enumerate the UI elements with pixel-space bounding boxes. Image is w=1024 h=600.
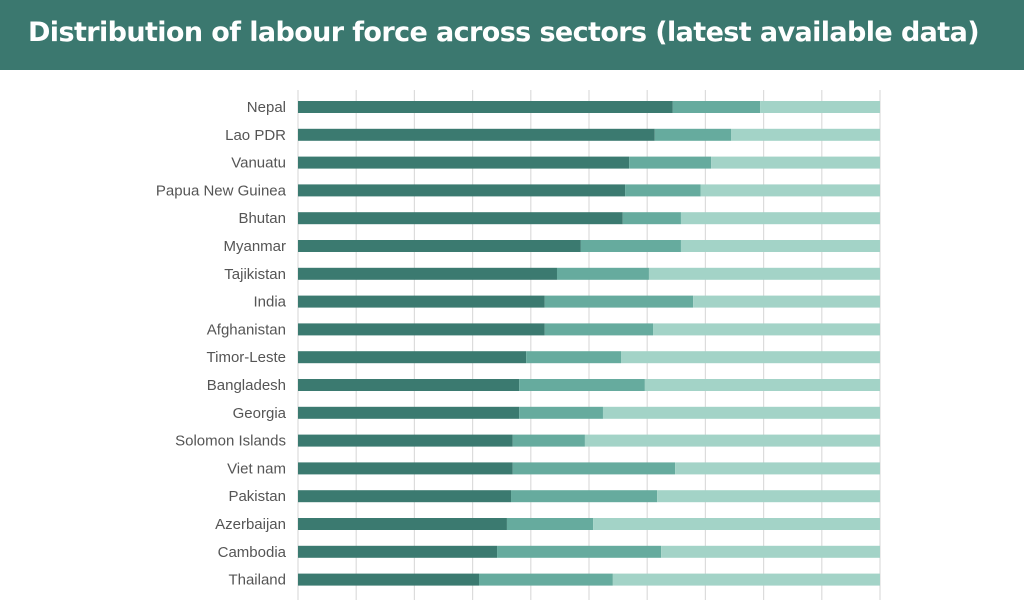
bar-segment-2 [512,462,676,475]
category-label: Myanmar [223,238,286,255]
bar-segment-1 [298,156,630,169]
category-label: Timor-Leste [207,349,286,366]
bar-segment-3 [760,101,880,113]
bar-segment-2 [512,434,585,447]
bar-segment-1 [298,518,507,530]
bar-segment-2 [544,323,654,336]
category-label: Papua New Guinea [156,182,287,199]
bar-segment-2 [526,351,622,364]
bar-segment-1 [298,462,513,475]
bar-segment-2 [580,240,681,252]
bar-segment-2 [519,406,603,419]
bar-segment-3 [644,379,880,391]
bar-segment-3 [731,128,880,141]
bar-segment-1 [298,545,498,558]
bar-segment-2 [672,101,761,113]
bar-segment-2 [556,267,649,280]
category-label: Thailand [228,572,286,589]
bar-segment-2 [654,128,732,141]
bar-segment-3 [657,490,880,503]
bar-segment-1 [298,267,557,280]
bar-segment-1 [298,240,581,252]
bar-segment-1 [298,323,545,336]
bar-segment-2 [629,156,712,169]
bar-segment-1 [298,128,655,141]
bar-segment-2 [625,184,701,197]
bar-segment-2 [519,379,645,391]
bar-segment-3 [593,518,880,530]
bar-segment-3 [584,434,880,447]
bar-segment-3 [661,545,880,558]
category-label: Solomon Islands [175,433,286,450]
category-label: Bhutan [238,210,286,227]
bar-segment-1 [298,101,673,113]
category-label: Pakistan [228,488,286,505]
bar-segment-3 [693,295,880,308]
bar-segment-3 [680,212,880,225]
bar-segment-1 [298,434,513,447]
bar-segment-3 [653,323,880,336]
bar-segment-3 [680,240,880,252]
bar-segment-1 [298,295,545,308]
bar-segment-3 [621,351,880,364]
category-label: India [253,294,286,311]
category-label: Afghanistan [207,321,286,338]
category-label: Viet nam [227,460,286,477]
category-label: Georgia [233,405,287,422]
bar-segment-1 [298,490,512,503]
bar-segment-3 [675,462,880,475]
bar-segment-2 [511,490,658,503]
bar-segment-2 [479,573,613,586]
chart-title: Distribution of labour force across sect… [28,17,980,48]
bar-segment-2 [622,212,681,225]
bar-segment-1 [298,184,626,197]
category-label: Bangladesh [207,377,286,394]
bar-segment-2 [497,545,662,558]
category-label: Azerbaijan [215,516,286,533]
bar-segment-3 [711,156,880,169]
bar-segment-3 [700,184,880,197]
bar-segment-2 [506,518,594,530]
bar-segment-3 [602,406,880,419]
category-label: Lao PDR [225,127,286,144]
category-label: Cambodia [218,544,287,561]
bar-segment-2 [544,295,694,308]
bar-segment-3 [612,573,880,586]
category-label: Vanuatu [231,155,286,172]
title-banner: Distribution of labour force across sect… [0,0,1024,70]
bar-segment-1 [298,379,520,391]
bar-segment-1 [298,212,623,225]
bar-segment-3 [648,267,880,280]
bar-segment-1 [298,406,520,419]
bar-segment-1 [298,573,480,586]
category-label: Tajikistan [224,266,286,283]
category-label: Nepal [247,99,286,116]
bar-segment-1 [298,351,527,364]
